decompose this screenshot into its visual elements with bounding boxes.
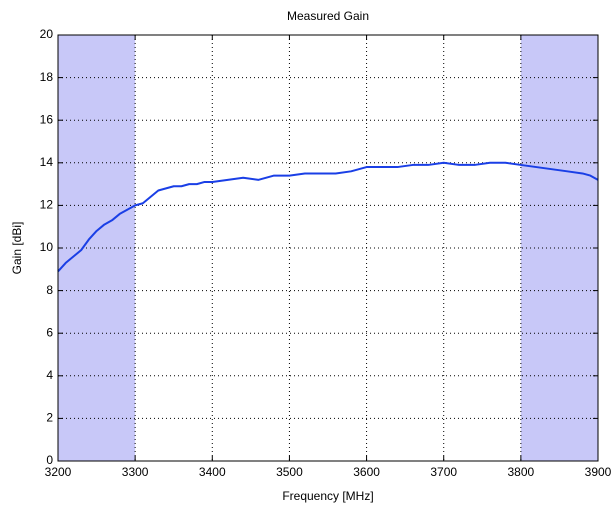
x-tick-label: 3400 xyxy=(199,465,226,479)
y-tick-label: 20 xyxy=(40,27,54,41)
y-tick-label: 4 xyxy=(46,368,53,382)
y-axis-label: Gain [dBi] xyxy=(10,222,24,275)
x-tick-label: 3700 xyxy=(430,465,457,479)
x-tick-label: 3800 xyxy=(508,465,535,479)
y-tick-label: 8 xyxy=(46,283,53,297)
shaded-region xyxy=(520,35,598,461)
y-tick-label: 2 xyxy=(46,411,53,425)
x-tick-label: 3300 xyxy=(122,465,149,479)
x-tick-label: 3500 xyxy=(276,465,303,479)
plot-area xyxy=(58,35,598,461)
y-tick-label: 18 xyxy=(40,70,54,84)
y-tick-label: 10 xyxy=(40,240,54,254)
data-line xyxy=(57,161,599,273)
x-tick-label: 3900 xyxy=(585,465,612,479)
y-tick-label: 0 xyxy=(46,453,53,467)
plot-frame xyxy=(57,34,599,462)
x-axis-label: Frequency [MHz] xyxy=(282,489,373,503)
x-tick-label: 3200 xyxy=(45,465,72,479)
y-tick-label: 14 xyxy=(40,155,54,169)
chart-title: Measured Gain xyxy=(287,9,369,23)
y-tick-label: 12 xyxy=(40,198,54,212)
y-tick-label: 6 xyxy=(46,325,53,339)
x-tick-label: 3600 xyxy=(353,465,380,479)
y-tick-label: 16 xyxy=(40,112,54,126)
shaded-region xyxy=(58,35,136,461)
